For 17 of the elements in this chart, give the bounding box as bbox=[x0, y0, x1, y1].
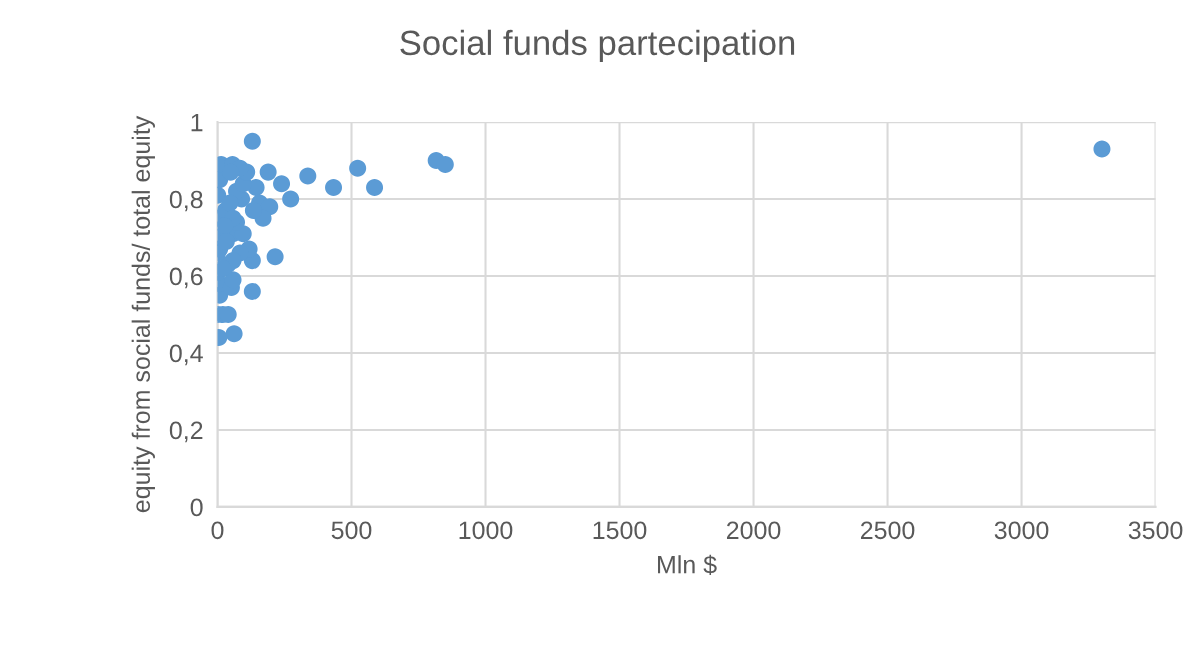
y-tick-label: 0,4 bbox=[169, 344, 203, 366]
y-tick-label: 0,6 bbox=[169, 267, 203, 289]
x-tick-label: 2000 bbox=[726, 521, 781, 540]
y-tick-label: 1 bbox=[191, 113, 203, 132]
x-tick-label: 0 bbox=[211, 521, 224, 540]
x-tick-label: 3500 bbox=[1128, 521, 1183, 540]
x-tick-label: 3000 bbox=[994, 521, 1049, 540]
y-axis-title: equity from social funds/ total equity bbox=[131, 115, 155, 513]
y-tick-label: 0 bbox=[190, 498, 203, 517]
y-tick-label: 0,2 bbox=[169, 421, 203, 443]
y-tick-label: 0,8 bbox=[169, 190, 203, 212]
x-tick-label: 500 bbox=[331, 521, 372, 540]
x-axis-title: Mln $ bbox=[658, 554, 717, 576]
x-tick-label: 2500 bbox=[861, 521, 915, 540]
x-tick-label: 1500 bbox=[593, 521, 647, 540]
x-tick-label: 1000 bbox=[459, 521, 513, 540]
chart-title: Social funds partecipation bbox=[400, 29, 795, 63]
